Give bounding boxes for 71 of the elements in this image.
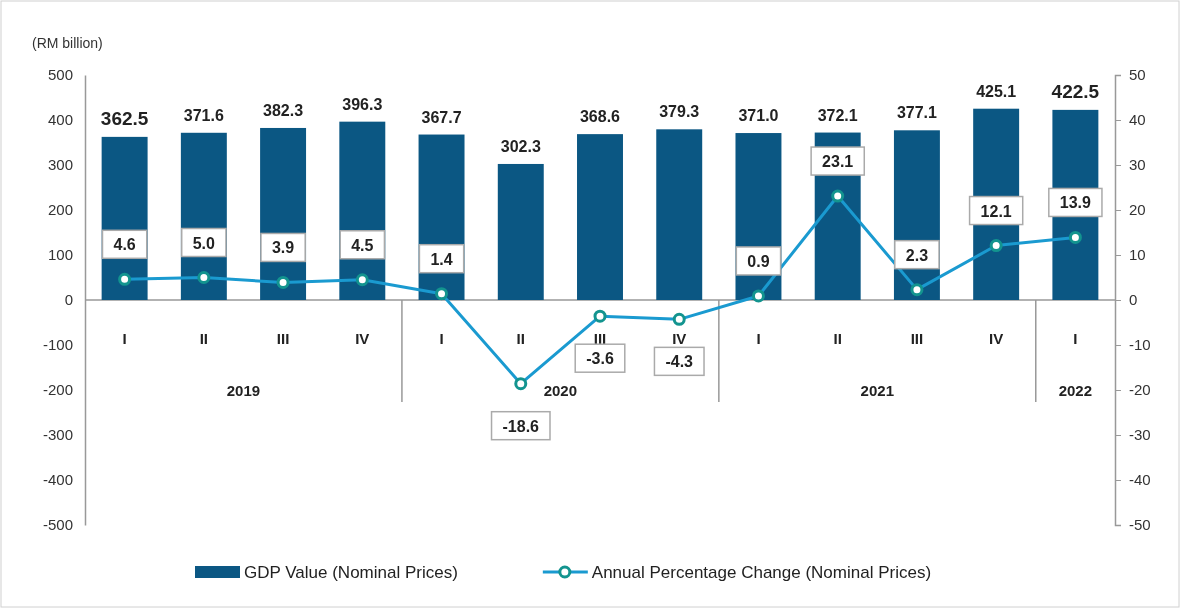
data-label: 3.9 (271, 239, 295, 257)
data-label: 368.6 (579, 108, 621, 126)
data-label: -3.6 (586, 350, 614, 368)
y-tick-label: -200 (42, 381, 73, 399)
legend-label: GDP Value (Nominal Prices) (244, 563, 458, 582)
y2-tick-label: -20 (1129, 381, 1151, 399)
bar (497, 163, 544, 300)
x-tick-label: II (516, 330, 525, 347)
y2-tick-label: 40 (1129, 111, 1146, 129)
data-label: 1.4 (430, 250, 453, 268)
y-tick-label: -400 (42, 471, 73, 489)
annotation: 2019 (226, 382, 261, 399)
y-tick-label: -300 (42, 426, 73, 444)
data-label: 5.0 (192, 234, 216, 252)
y2-tick-label: 20 (1129, 201, 1146, 219)
x-tick-label: I (122, 330, 127, 347)
y2-tick-label: -30 (1129, 426, 1151, 444)
data-label: 367.7 (421, 108, 462, 126)
x-tick-label: IV (355, 330, 370, 347)
x-tick-label: III (593, 330, 607, 347)
y-tick-label: -500 (42, 516, 73, 534)
data-label: 371.0 (738, 107, 779, 125)
y2-tick-label: 30 (1129, 156, 1146, 174)
y-tick-label: 500 (47, 66, 73, 84)
data-label: 4.6 (113, 236, 136, 254)
y2-tick-label: -50 (1129, 516, 1151, 534)
data-label: 372.1 (817, 106, 858, 124)
y-tick-label: 0 (64, 291, 73, 309)
annotation: 2020 (543, 382, 578, 399)
data-label: 382.3 (263, 101, 304, 119)
bar (656, 129, 703, 300)
x-tick-label: IV (672, 330, 687, 347)
data-label: 379.3 (659, 103, 700, 121)
x-tick-label: I (439, 330, 444, 347)
x-tick-label: II (833, 330, 842, 347)
data-label: 396.3 (342, 95, 383, 113)
data-label: 371.6 (183, 106, 224, 124)
data-label: -4.3 (665, 353, 694, 371)
data-label: 377.1 (896, 104, 938, 122)
bar (577, 134, 623, 300)
data-label: 2.3 (905, 246, 929, 264)
y-tick-label: 300 (47, 156, 73, 174)
x-tick-label: I (756, 330, 761, 347)
data-label: 0.9 (747, 252, 770, 270)
y2-tick-label: -10 (1129, 336, 1151, 354)
x-tick-label: III (910, 330, 924, 347)
y2-tick-label: 0 (1129, 291, 1138, 309)
y-tick-label: 200 (47, 201, 73, 219)
data-label: 23.1 (822, 153, 854, 171)
y-tick-label: 100 (47, 246, 73, 264)
annotation: 2022 (1058, 382, 1093, 399)
data-label: 422.5 (1051, 80, 1100, 102)
x-tick-label: III (276, 330, 290, 347)
legend-label: Annual Percentage Change (Nominal Prices) (591, 563, 932, 582)
data-label: 13.9 (1059, 194, 1092, 212)
data-label: 302.3 (500, 137, 541, 155)
data-label: 4.5 (351, 236, 374, 254)
y-axis-title: (RM billion) (32, 35, 103, 51)
x-tick-label: IV (989, 330, 1004, 347)
x-tick-label: II (199, 330, 209, 347)
data-label: 425.1 (976, 82, 1017, 100)
y-tick-label: 400 (47, 111, 73, 129)
data-label: 362.5 (100, 107, 149, 129)
y2-tick-label: 10 (1129, 246, 1146, 264)
data-label: -18.6 (502, 417, 540, 435)
y2-tick-label: 50 (1129, 66, 1146, 84)
y-tick-label: -100 (42, 336, 73, 354)
annotation: 2021 (860, 382, 894, 399)
y2-tick-label: -40 (1129, 471, 1151, 489)
data-label: 12.1 (980, 202, 1012, 220)
x-tick-label: I (1073, 330, 1078, 347)
